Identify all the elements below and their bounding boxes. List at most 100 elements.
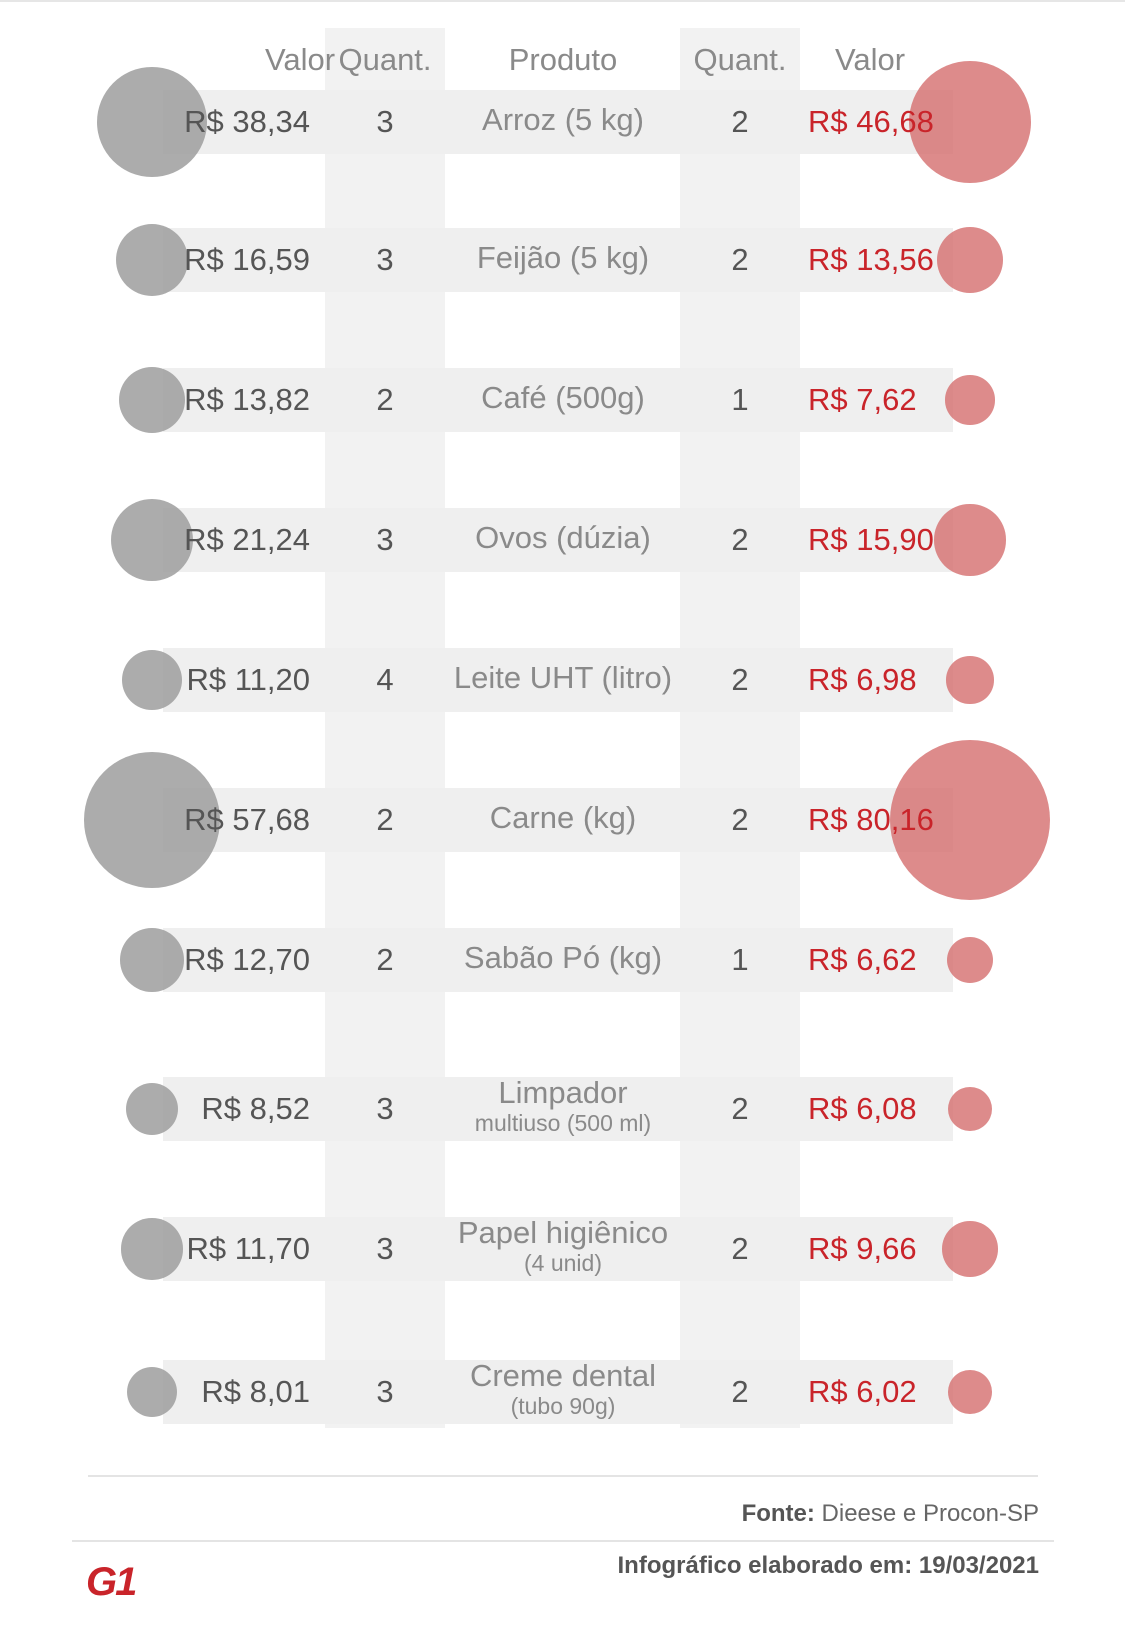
value-bubble-left [120,928,184,992]
product-name: Sabão Pó (kg) [445,942,681,973]
row-band [163,90,953,154]
value-left: R$ 13,82 [184,382,310,417]
row-band [163,648,953,712]
value-right: R$ 6,62 [808,942,917,977]
value-right: R$ 80,16 [808,802,934,837]
product-label: Papel higiênico [457,1215,669,1250]
quant-left: 4 [376,662,394,697]
quant-left: 3 [376,1091,394,1126]
product-label: Arroz (5 kg) [482,102,644,137]
value-bubble-left [110,498,194,582]
quant-left: 3 [376,1374,394,1409]
quant-left: 3 [376,1231,394,1266]
product-sub-label: multiuso (500 ml) [474,1110,652,1136]
quant-right: 1 [731,942,749,977]
value-bubble-right [908,60,1032,184]
header-quant-left: Quant. [338,42,432,77]
quant-right: 2 [731,242,749,277]
quant-left: 2 [376,942,394,977]
value-bubble-right [934,504,1006,576]
row-band [163,228,953,292]
value-right: R$ 46,68 [808,104,934,139]
value-left: R$ 11,70 [186,1231,310,1266]
quant-right: 1 [731,382,749,417]
source-label: Fonte: [741,1500,815,1527]
product-label: Limpador [498,1075,628,1110]
value-left: R$ 12,70 [184,942,310,977]
product-sub-label: (4 unid) [524,1250,602,1276]
quant-right: 2 [731,662,749,697]
value-left: R$ 16,59 [184,242,310,277]
product-label: Ovos (dúzia) [475,520,651,555]
value-left: R$ 8,52 [201,1091,310,1126]
quant-right: 2 [731,104,749,139]
product-name: Ovos (dúzia) [445,522,681,553]
quant-left: 2 [376,382,394,417]
value-bubble-right [890,740,1050,900]
product-name: Leite UHT (litro) [445,662,681,693]
value-left: R$ 38,34 [184,104,310,139]
value-right: R$ 15,90 [808,522,934,557]
product-name: Limpador multiuso (500 ml) [445,1077,681,1135]
value-bubble-left [121,1218,183,1280]
row-band [163,788,953,852]
value-right: R$ 7,62 [808,382,917,417]
header-valor-right: Valor [834,42,906,77]
value-right: R$ 6,98 [808,662,917,697]
row-band [163,1360,953,1424]
product-label: Café (500g) [481,380,645,415]
value-bubble-right [942,1221,998,1277]
value-right: R$ 9,66 [808,1231,917,1266]
header-produto: Produto [508,42,618,77]
quant-right: 2 [731,1231,749,1266]
value-left: R$ 11,20 [186,662,310,697]
value-bubble-left [96,66,208,178]
value-bubble-left [126,1366,178,1418]
top-rule [0,0,1125,2]
value-right: R$ 6,08 [808,1091,917,1126]
quant-right: 2 [731,522,749,557]
value-bubble-left [122,650,182,710]
product-label: Sabão Pó (kg) [463,940,663,975]
product-label: Creme dental [469,1358,657,1393]
footer-rule-bottom [72,1540,1054,1542]
product-label: Leite UHT (litro) [453,660,673,695]
value-bubble-left [125,1082,179,1136]
header-quant-right: Quant. [693,42,787,77]
row-band [163,508,953,572]
credit-date: 19/03/2021 [918,1552,1039,1579]
product-name: Café (500g) [445,382,681,413]
product-name: Carne (kg) [445,802,681,833]
value-bubble-right [947,1086,993,1132]
product-name: Feijão (5 kg) [445,242,681,273]
value-left: R$ 8,01 [201,1374,310,1409]
value-bubble-right [945,375,995,425]
credit-note: Infográfico elaborado em: 19/03/2021 [618,1552,1040,1580]
quant-right: 2 [731,1374,749,1409]
source-note: Fonte: Dieese e Procon-SP [742,1500,1039,1528]
value-left: R$ 21,24 [184,522,310,557]
footer-rule-top [88,1475,1038,1477]
value-right: R$ 6,02 [808,1374,917,1409]
row-band [163,928,953,992]
product-label: Feijão (5 kg) [476,240,650,275]
value-bubble-left [115,223,189,297]
product-sub-label: (tubo 90g) [510,1393,616,1419]
product-name: Creme dental (tubo 90g) [445,1360,681,1418]
credit-label: Infográfico elaborado em: [617,1552,913,1579]
value-right: R$ 13,56 [808,242,934,277]
header-valor-left: Valor [264,42,336,77]
quant-left: 3 [376,522,394,557]
value-bubble-right [937,227,1003,293]
row-band [163,368,953,432]
value-bubble-right [947,937,993,983]
quant-left: 3 [376,242,394,277]
value-bubble-right [948,1370,992,1414]
quant-left: 3 [376,104,394,139]
quant-right: 2 [731,802,749,837]
source-text: Dieese e Procon-SP [821,1500,1039,1527]
product-name: Arroz (5 kg) [445,104,681,135]
quant-left: 2 [376,802,394,837]
quant-right: 2 [731,1091,749,1126]
row-band [163,1217,953,1281]
